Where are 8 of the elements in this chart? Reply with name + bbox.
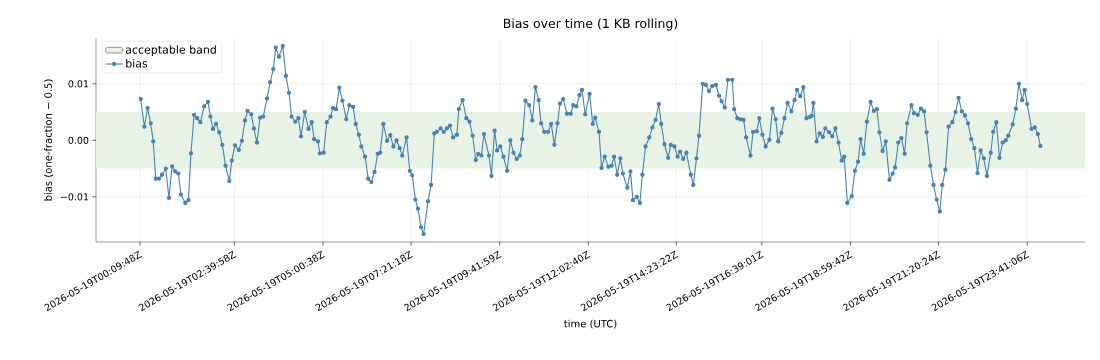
y-axis-title: bias (one-fraction − 0.5) [44,79,54,201]
legend-label: bias [126,59,148,68]
x-axis-title: time (UTC) [564,319,617,329]
y-tick-label: 0.01 [68,80,89,88]
chart-title: Bias over time (1 KB rolling) [504,18,678,31]
y-tick-label: −0.01 [60,193,89,201]
legend-label: acceptable band [125,45,216,56]
y-tick-label: 0.00 [68,136,89,144]
